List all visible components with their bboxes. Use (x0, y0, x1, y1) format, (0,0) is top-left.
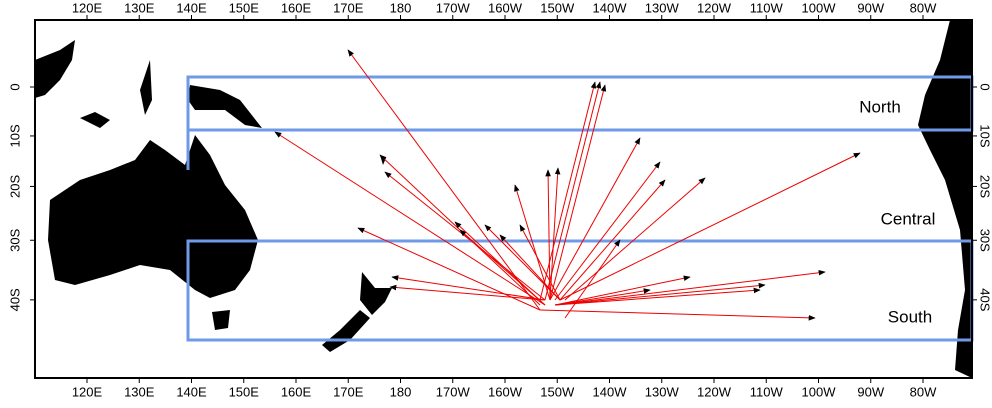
x-tick-label: 140E (176, 384, 207, 399)
y-tick-label: 40S (7, 288, 22, 311)
x-tick-label: 120W (697, 384, 732, 399)
x-tick-label: 170E (333, 0, 364, 15)
x-tick-label: 130W (645, 0, 680, 15)
x-tick-label: 160E (281, 384, 312, 399)
x-tick-label: 140W (593, 384, 628, 399)
frame (34, 19, 973, 379)
region-label: North (859, 97, 901, 116)
y-tick-label: 20S (978, 175, 992, 198)
x-tick-label: 130W (645, 384, 680, 399)
x-tick-label: 180 (390, 0, 412, 15)
y-tick-label: 10S (7, 124, 22, 147)
x-tick-label: 150E (229, 0, 260, 15)
x-tick-label: 90W (857, 384, 884, 399)
north-box (186, 75, 974, 132)
x-tick-label: 100W (802, 0, 837, 15)
x-tick-label: 140W (593, 0, 628, 15)
tracks (274, 49, 861, 321)
y-tick-label: 30S (7, 228, 22, 251)
x-tick-label: 120W (697, 0, 732, 15)
land (35, 20, 972, 378)
x-tick-label: 110W (750, 384, 784, 399)
x-tick-label: 170W (436, 0, 471, 15)
x-tick-label: 170W (436, 384, 471, 399)
region-label: South (888, 307, 932, 326)
x-tick-label: 180 (390, 384, 412, 399)
x-tick-label: 160W (488, 0, 523, 15)
x-tick-label: 140E (176, 0, 207, 15)
x-tick-label: 130E (124, 0, 155, 15)
y-tick-label: 0 (978, 83, 992, 90)
y-tick-label: 40S (978, 288, 992, 311)
x-tick-label: 80W (910, 0, 937, 15)
x-tick-label: 120E (72, 0, 103, 15)
region-label: Central (881, 209, 936, 228)
y-tick-label: 10S (978, 124, 992, 147)
y-tick-label: 30S (978, 229, 992, 252)
x-tick-label: 160E (281, 0, 312, 15)
x-tick-label: 130E (124, 384, 155, 399)
y-tick-label: 20S (7, 175, 22, 198)
x-tick-label: 150W (540, 0, 575, 15)
x-tick-label: 170E (333, 384, 364, 399)
x-tick-label: 110W (750, 0, 784, 15)
x-tick-label: 90W (857, 0, 884, 15)
x-tick-label: 100W (802, 384, 837, 399)
x-tick-label: 150W (540, 384, 575, 399)
x-tick-label: 150E (229, 384, 260, 399)
x-tick-label: 160W (488, 384, 523, 399)
x-tick-label: 80W (910, 384, 937, 399)
y-tick-label: 0 (7, 83, 22, 90)
x-tick-label: 120E (72, 384, 103, 399)
